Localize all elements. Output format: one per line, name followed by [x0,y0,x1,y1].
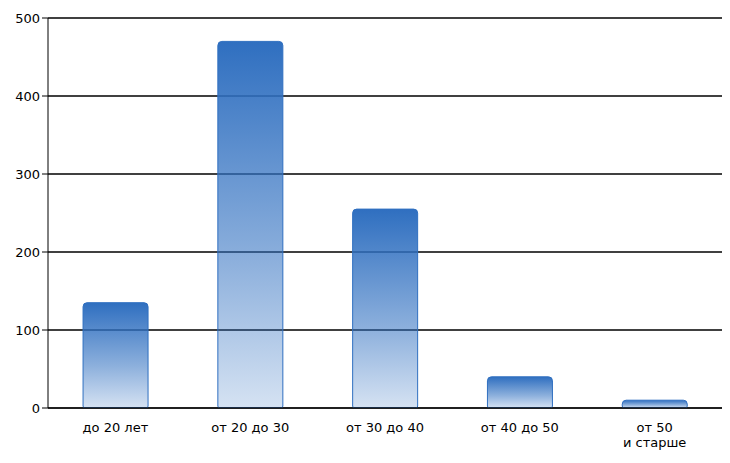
svg-text:400: 400 [15,89,40,104]
svg-text:от 30 до 40: от 30 до 40 [346,420,424,435]
svg-text:от 50и старше: от 50и старше [623,420,686,450]
svg-text:300: 300 [15,167,40,182]
svg-text:от 40 до 50: от 40 до 50 [481,420,559,435]
svg-text:100: 100 [15,323,40,338]
svg-text:200: 200 [15,245,40,260]
svg-text:0: 0 [32,401,40,416]
svg-text:до 20 лет: до 20 лет [83,420,149,435]
svg-text:от 20 до 30: от 20 до 30 [211,420,289,435]
svg-text:500: 500 [15,11,40,26]
